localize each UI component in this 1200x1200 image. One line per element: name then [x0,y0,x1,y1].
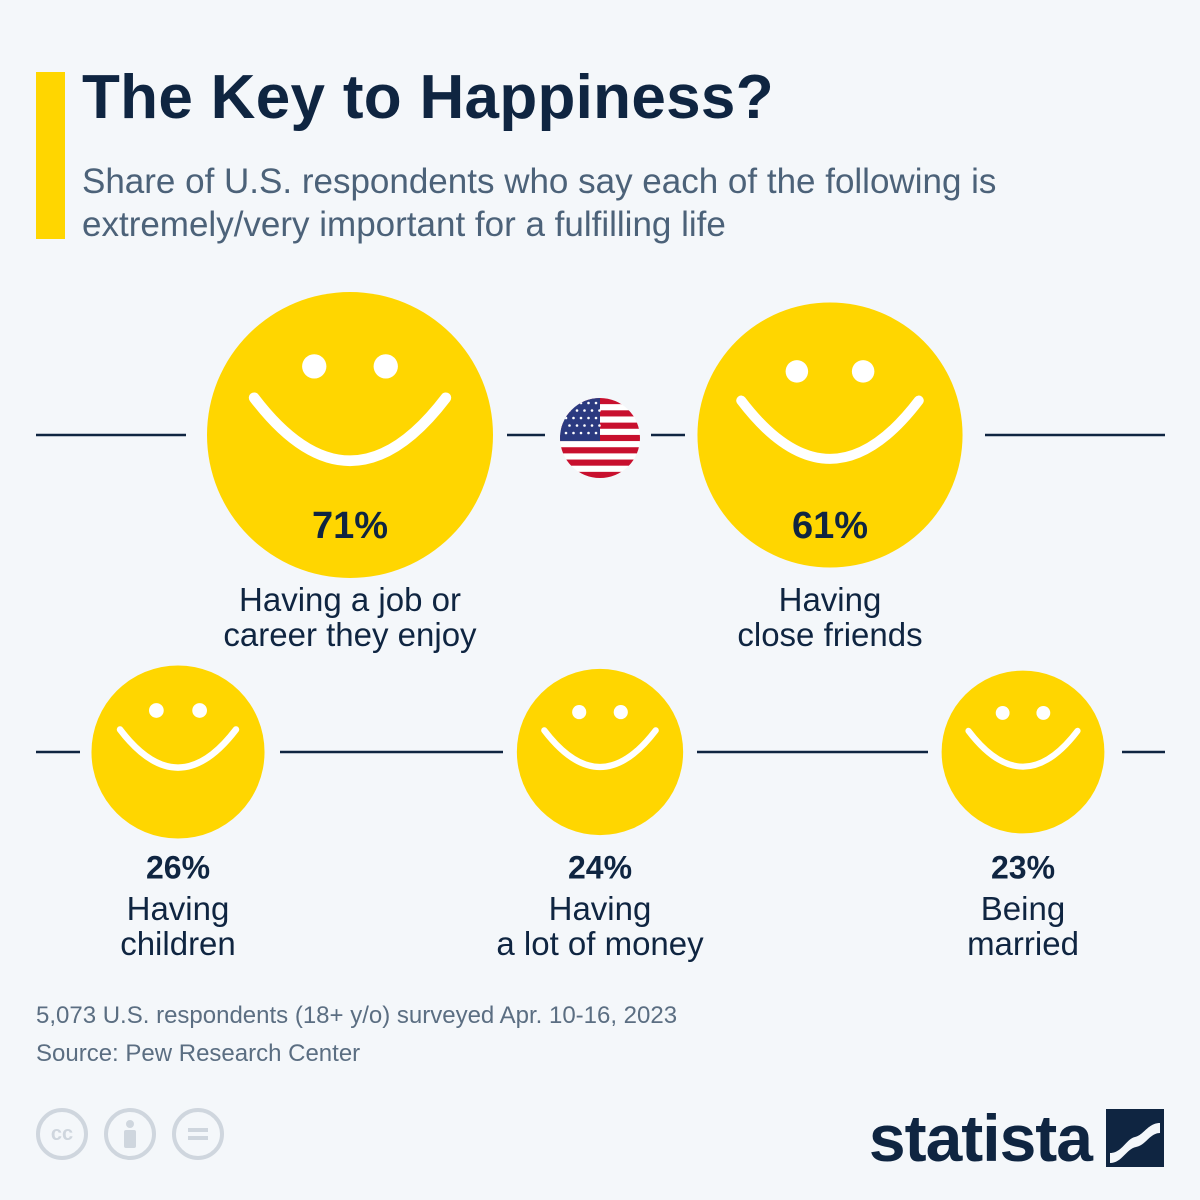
page-subtitle: Share of U.S. respondents who say each o… [82,162,997,244]
statista-logo[interactable]: statista [869,1100,1164,1176]
smiley-bubble [516,668,684,836]
value-label-4: 24% [568,849,632,885]
attribution-icon[interactable] [104,1108,156,1160]
value-label-2: 61% [792,505,868,547]
category-label-3: Having children [120,890,236,962]
smiley-bubble [697,302,963,568]
license-icons: cc [36,1108,224,1160]
smiley-face-4 [516,668,684,836]
smiley-eye [149,703,164,718]
page-title: The Key to Happiness? [82,63,774,132]
value-label-5: 23% [991,849,1055,885]
category-label-5: Being married [967,890,1079,962]
smiley-mouth [248,392,452,466]
value-label-1: 71% [312,505,388,547]
smiley-eye [572,705,587,720]
smiley-bubble [207,292,493,578]
category-label-2: Having close friends [737,581,922,653]
smiley-eye [192,703,207,718]
no-derivatives-icon[interactable] [172,1108,224,1160]
title-accent-bar [36,72,65,239]
cc-icon[interactable]: cc [36,1108,88,1160]
smiley-mouth [736,395,924,464]
smiley-eye [995,706,1010,720]
person-icon [124,1120,136,1148]
smiley-bubble [91,665,265,839]
smiley-eye [613,705,628,720]
smiley-mouth [541,727,659,770]
survey-note: 5,073 U.S. respondents (18+ y/o) surveye… [36,1002,678,1029]
statista-logo-icon [1106,1109,1164,1167]
statista-wordmark: statista [868,1101,1093,1175]
value-label-3: 26% [146,849,210,885]
happiness-chart: 71% Having a job or career they enjoy 61% Ha… [36,292,1165,962]
source-note: Source: Pew Research Center [36,1040,361,1067]
smiley-eye [373,354,398,379]
smiley-face-5 [941,670,1105,834]
smiley-face-1 [207,292,493,578]
smiley-mouth [965,727,1081,770]
smiley-face-3 [91,665,265,839]
smiley-eye [1036,706,1051,720]
smiley-eye [302,354,327,379]
smiley-bubble [941,670,1105,834]
smiley-mouth [116,726,240,771]
category-label-4: Having a lot of money [496,890,704,962]
smiley-eye [785,360,809,383]
smiley-face-2 [697,302,963,568]
equals-icon [188,1128,208,1140]
smiley-eye [851,360,875,383]
us-flag-icon [560,398,640,478]
category-label-1: Having a job or career they enjoy [223,581,477,653]
